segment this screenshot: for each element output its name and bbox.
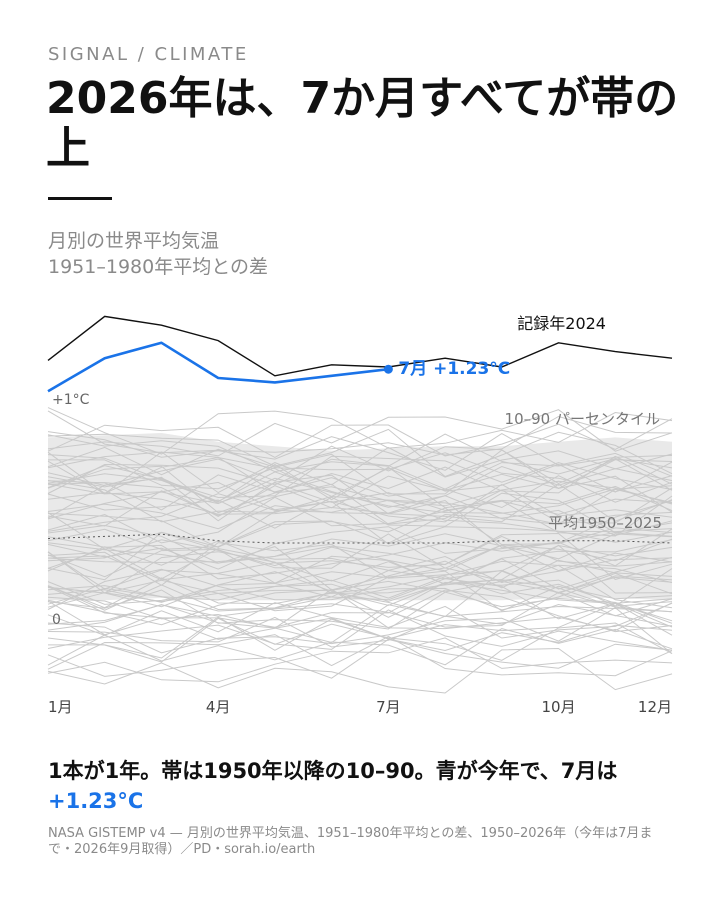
caption: 1本が1年。帯は1950年以降の10–90。青が今年で、7月は +1.23°C — [48, 756, 688, 816]
year-line — [47, 418, 673, 458]
year-line — [47, 454, 673, 494]
year-line — [47, 409, 673, 457]
year-line — [47, 495, 673, 544]
year-line — [47, 446, 673, 495]
year-line — [47, 526, 673, 570]
record-label: 記録年2024 — [517, 314, 606, 333]
year-line — [47, 542, 673, 586]
year-line — [47, 568, 673, 608]
subtitle-line-1: 月別の世界平均気温 — [48, 230, 220, 252]
kicker: SIGNAL / CLIMATE — [48, 44, 249, 65]
band-label: 10–90 パーセンタイル — [505, 410, 660, 428]
year-line — [47, 548, 673, 584]
year-line — [47, 544, 673, 594]
year-line — [47, 589, 673, 630]
year-line — [47, 568, 673, 611]
year-line — [47, 499, 673, 549]
year-line — [47, 410, 673, 456]
year-line — [47, 570, 673, 612]
year-line — [47, 451, 673, 497]
year-line — [47, 428, 673, 478]
year-line — [47, 446, 673, 495]
subtitle-line-2: 1951–1980年平均との差 — [48, 256, 269, 278]
line-chart: 7月 +1.23°C 記録年2024 10–90 パーセンタイル平均1950–202… — [47, 314, 673, 716]
year-line — [47, 638, 673, 679]
year-line — [47, 431, 673, 477]
year-line — [47, 570, 673, 618]
year-line — [47, 600, 673, 640]
x-tick-label: 1月 — [48, 698, 73, 716]
x-tick-label: 12月 — [638, 698, 672, 716]
current-year-endpoint — [383, 364, 393, 374]
headline: 2026年は、7か月すべてが帯の上 — [46, 73, 679, 174]
x-tick-label: 7月 — [376, 698, 401, 716]
year-line — [47, 617, 673, 663]
year-line — [47, 492, 673, 525]
year-line — [47, 581, 673, 628]
year-line — [47, 481, 673, 523]
year-line — [48, 452, 673, 493]
mean-line — [47, 533, 673, 544]
year-line — [47, 451, 673, 494]
title-rule — [48, 197, 112, 200]
year-line — [47, 539, 673, 585]
year-line — [47, 551, 673, 594]
year-line — [47, 535, 673, 567]
year-line — [47, 465, 673, 508]
source-note: NASA GISTEMP v4 — 月別の世界平均気温、1951–1980年平均… — [48, 826, 653, 857]
year-line — [47, 607, 673, 654]
year-line — [47, 591, 673, 628]
record-line — [47, 315, 673, 377]
year-line — [47, 637, 673, 683]
current-year-label: 7月 +1.23°C — [398, 359, 510, 379]
caption-text: 1本が1年。帯は1950年以降の10–90。青が今年で、7月は — [48, 759, 618, 783]
current-year-line — [47, 341, 389, 393]
chart-subtitle: 月別の世界平均気温 1951–1980年平均との差 — [48, 228, 268, 280]
mean-label: 平均1950–2025 — [548, 514, 662, 532]
y-tick-label: 0 — [52, 612, 61, 628]
x-tick-label: 4月 — [206, 698, 231, 716]
year-line — [47, 647, 673, 694]
caption-highlight: +1.23°C — [48, 789, 144, 813]
year-line — [47, 463, 673, 512]
year-line — [47, 634, 673, 677]
y-tick-label: +1°C — [52, 392, 90, 408]
year-line — [47, 492, 673, 534]
year-line — [47, 576, 673, 622]
year-line — [47, 539, 673, 572]
year-line — [47, 628, 673, 666]
year-line — [47, 551, 673, 590]
year-line — [47, 493, 673, 533]
year-line — [47, 445, 673, 489]
year-line — [48, 616, 673, 659]
year-line — [47, 589, 673, 633]
year-line — [47, 602, 673, 639]
year-line — [47, 407, 673, 455]
x-tick-label: 10月 — [541, 698, 575, 716]
year-line — [47, 524, 673, 564]
year-line — [47, 480, 673, 525]
year-line — [47, 433, 673, 475]
year-line — [47, 609, 673, 651]
